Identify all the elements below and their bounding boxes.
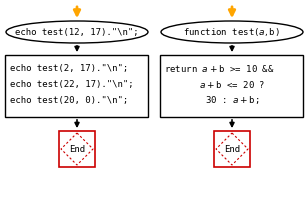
FancyBboxPatch shape bbox=[214, 131, 250, 167]
Text: 30 : $a + $b;: 30 : $a + $b; bbox=[205, 94, 259, 106]
Text: echo test(22, 17)."\n";: echo test(22, 17)."\n"; bbox=[10, 80, 134, 88]
Text: function test($a, $b): function test($a, $b) bbox=[184, 26, 281, 38]
FancyBboxPatch shape bbox=[5, 55, 148, 117]
Text: $a +$b <= 20 ?: $a +$b <= 20 ? bbox=[199, 79, 265, 89]
Text: echo test(20, 0)."\n";: echo test(20, 0)."\n"; bbox=[10, 96, 128, 104]
FancyBboxPatch shape bbox=[59, 131, 95, 167]
Ellipse shape bbox=[6, 21, 148, 43]
Ellipse shape bbox=[161, 21, 303, 43]
Text: End: End bbox=[224, 144, 240, 154]
Text: echo test(12, 17)."\n";: echo test(12, 17)."\n"; bbox=[15, 27, 139, 37]
FancyBboxPatch shape bbox=[160, 55, 303, 117]
Text: End: End bbox=[69, 144, 85, 154]
Text: return $a + $b >= 10 &&: return $a + $b >= 10 && bbox=[164, 62, 275, 74]
Text: echo test(2, 17)."\n";: echo test(2, 17)."\n"; bbox=[10, 63, 128, 73]
